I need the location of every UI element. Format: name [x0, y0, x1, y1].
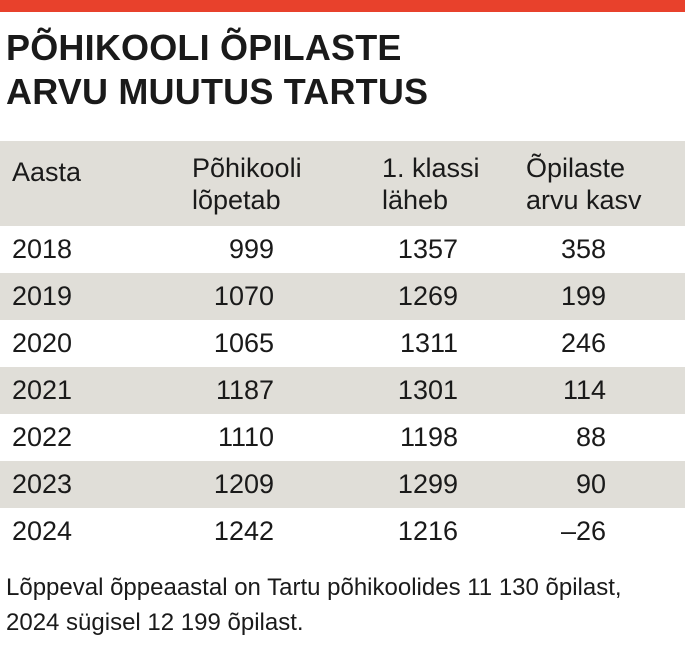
cell-growth: –26 [560, 516, 606, 546]
cell-growth: 246 [560, 328, 606, 358]
cell-entering: 1357 [397, 234, 458, 264]
cell-growth: 199 [560, 281, 606, 311]
cell-graduating: 999 [228, 234, 274, 264]
column-header-growth-line-2: arvu kasv [526, 184, 642, 215]
data-table: Aasta Põhikooli lõpetab 1. klassi läheb … [0, 141, 685, 555]
cell-year: 2022 [12, 422, 73, 452]
chart-title-line-1: PÕHIKOOLI ÕPILASTE [6, 27, 402, 68]
column-header-graduating-line-2: lõpetab [192, 184, 281, 215]
table-row: 2018 999 1357 358 [0, 226, 685, 273]
table-header-row: Aasta Põhikooli lõpetab 1. klassi läheb … [0, 141, 685, 226]
chart-title-line-2: ARVU MUUTUS TARTUS [6, 71, 429, 112]
table-row: 2022 1110 1198 88 [0, 414, 685, 461]
column-header-growth: Õpilaste arvu kasv [510, 141, 685, 226]
cell-graduating: 1070 [213, 281, 274, 311]
cell-growth: 114 [562, 375, 606, 405]
cell-growth: 358 [560, 234, 606, 264]
cell-graduating: 1242 [213, 516, 274, 546]
accent-bar [0, 0, 685, 12]
cell-graduating: 1065 [213, 328, 274, 358]
cell-entering: 1301 [397, 375, 458, 405]
cell-entering: 1216 [397, 516, 458, 546]
column-header-year-label: Aasta [12, 156, 82, 187]
cell-year: 2024 [12, 516, 73, 546]
cell-graduating: 1110 [217, 422, 274, 452]
cell-year: 2021 [12, 375, 73, 405]
column-header-entering-line-1: 1. klassi [382, 152, 480, 183]
table-row: 2024 1242 1216 –26 [0, 508, 685, 555]
cell-growth: 88 [575, 422, 606, 452]
cell-graduating: 1187 [215, 375, 274, 405]
column-header-graduating-line-1: Põhikooli [192, 152, 302, 183]
column-header-entering: 1. klassi läheb [360, 141, 510, 226]
column-header-growth-line-1: Õpilaste [526, 152, 626, 183]
column-header-graduating: Põhikooli lõpetab [180, 141, 360, 226]
table-row: 2021 1187 1301 114 [0, 367, 685, 414]
cell-entering: 1269 [397, 281, 458, 311]
cell-graduating: 1209 [213, 469, 274, 499]
cell-growth: 90 [575, 469, 606, 499]
column-header-year: Aasta [0, 141, 180, 226]
table-row: 2023 1209 1299 90 [0, 461, 685, 508]
cell-entering: 1311 [399, 328, 458, 358]
cell-year: 2023 [12, 469, 73, 499]
footnote: Lõppeval õppeaastal on Tartu põhikoolide… [6, 574, 622, 636]
cell-entering: 1198 [399, 422, 458, 452]
column-header-entering-line-2: läheb [382, 184, 449, 215]
cell-entering: 1299 [397, 469, 458, 499]
cell-year: 2018 [12, 234, 73, 264]
table-row: 2020 1065 1311 246 [0, 320, 685, 367]
cell-year: 2019 [12, 281, 73, 311]
cell-year: 2020 [12, 328, 73, 358]
chart-title: PÕHIKOOLI ÕPILASTE ARVU MUUTUS TARTUS [6, 26, 676, 114]
table-row: 2019 1070 1269 199 [0, 273, 685, 320]
